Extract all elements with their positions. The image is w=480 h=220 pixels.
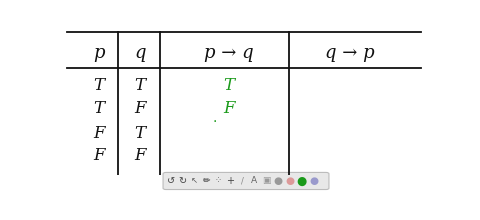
Text: ↻: ↻ [179,176,187,186]
Text: /: / [241,176,244,185]
Text: F: F [224,100,235,117]
Text: F: F [134,100,146,117]
Text: p: p [93,44,105,62]
FancyBboxPatch shape [163,172,329,190]
Text: ●: ● [309,176,318,186]
Text: q: q [134,44,146,62]
Text: T: T [94,77,105,94]
Text: ✏: ✏ [203,176,210,185]
Text: ·: · [212,115,216,129]
Text: ⁘: ⁘ [215,176,222,185]
Text: F: F [93,125,105,142]
Text: ↖: ↖ [191,176,198,185]
Text: T: T [134,77,145,94]
Text: q → p: q → p [325,44,375,62]
Text: ↺: ↺ [167,176,175,186]
Text: F: F [134,147,146,165]
Text: T: T [94,100,105,117]
Text: A: A [251,176,257,185]
Text: ●: ● [286,176,294,186]
Text: ▣: ▣ [262,176,270,185]
Text: +: + [227,176,234,186]
Text: ●: ● [274,176,283,186]
Text: F: F [93,147,105,165]
Text: ●: ● [297,174,307,187]
Text: T: T [224,77,235,94]
Text: T: T [134,125,145,142]
Text: p → q: p → q [204,44,254,62]
